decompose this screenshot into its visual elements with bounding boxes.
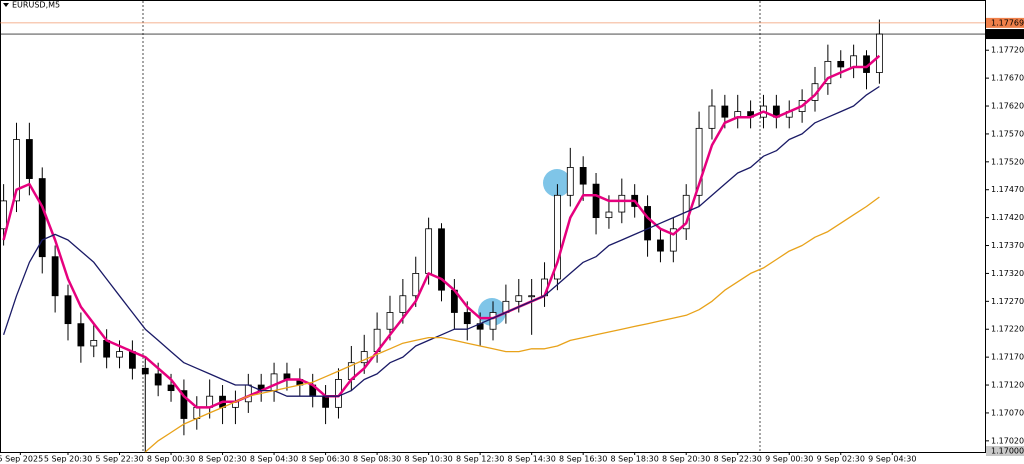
candle-body [554,194,561,280]
x-tick-label: 5 Sep 20:30 [44,455,92,464]
x-tick-label: 8 Sep 20:30 [662,455,710,464]
y-tick-label: 1.17120 [991,381,1024,390]
candle-body [463,312,471,325]
candle-body [399,295,407,313]
candle-body [618,194,626,213]
marks [0,19,883,453]
moving-average [144,196,880,453]
candle-body [438,228,445,291]
y-tag-bg [986,446,1024,456]
candle-body [644,206,651,241]
candle-body [51,256,59,297]
candle-body [128,351,136,369]
candle-body [25,139,33,179]
candle-body [605,211,613,219]
x-tick-label: 8 Sep 16:30 [559,455,607,464]
chart-title: EURUSD,M5 [12,1,60,10]
plot-border [0,0,986,453]
candle-body [38,178,46,258]
x-tick-label: 9 Sep 02:30 [817,455,865,464]
x-tick-label: 8 Sep 06:30 [301,455,349,464]
y-tick-label: 1.17000 [991,447,1024,456]
candle-body [167,384,175,392]
y-tick-label: 1.17370 [991,241,1024,250]
x-tick-label: 5 Sep 22:30 [95,455,143,464]
candle-body [386,312,394,330]
moving-average [2,85,880,397]
candle-body [116,351,123,358]
candle-body [695,127,703,196]
candle-body [180,390,188,419]
candle-body [875,33,883,73]
y-tick-label: 1.17070 [991,408,1024,417]
candle-body [244,384,252,403]
y-tick-label: 1.17620 [991,102,1024,111]
x-tick-label: 5 Sep 2025 [0,455,43,464]
y-tick-label: 1.17670 [991,74,1024,83]
y-tick-label: 1.17220 [991,325,1024,334]
candle-body [837,60,845,68]
candle-body [270,373,278,392]
candle-body [721,105,729,118]
y-tick-label: 1.17020 [991,436,1024,445]
candle-body [579,167,587,185]
x-tick-label: 8 Sep 08:30 [353,455,401,464]
candle-body [708,105,716,129]
candle-body [566,167,574,196]
x-tick-label: 8 Sep 12:30 [456,455,504,464]
y-tick-label: 1.17420 [991,213,1024,222]
y-tick-label: 1.17520 [991,157,1024,166]
candle-body [657,239,664,252]
candle-body [193,406,201,419]
price-tag-bg [986,29,1024,40]
y-tick-label: 1.17570 [991,129,1024,138]
x-tick-label: 8 Sep 10:30 [404,455,452,464]
candle-body [489,312,497,330]
x-tick-label: 9 Sep 00:30 [765,455,813,464]
x-tick-label: 8 Sep 14:30 [507,455,555,464]
candle-body [64,295,72,325]
candle-body [322,395,329,408]
candle-body [528,295,536,298]
y-tick-label: 1.17270 [991,297,1024,306]
candle-body [77,323,85,347]
y-tick-label: 1.17720 [991,46,1024,55]
candle-body [154,373,162,386]
candle-body [141,367,149,375]
candle-body [360,351,368,364]
moving-average [2,54,881,409]
x-tick-label: 8 Sep 22:30 [714,455,762,464]
menu-triangle [3,3,9,7]
candle-body [425,228,433,274]
candle-body [412,273,420,297]
x-tick-label: 8 Sep 00:30 [147,455,195,464]
y-tick-label: 1.17170 [991,353,1024,362]
y-tick-label: 1.17320 [991,269,1024,278]
x-tick-label: 9 Sep 04:30 [868,455,916,464]
x-tick-label: 8 Sep 04:30 [250,455,298,464]
candle-body [824,60,832,85]
y-tick-label: 1.17470 [991,185,1024,194]
signal-marker [543,169,571,197]
candle-body [850,55,858,68]
candle-body [90,339,98,347]
x-tick-label: 8 Sep 18:30 [611,455,659,464]
candle-body [592,183,600,219]
candle-body [669,228,677,252]
price-tag: 1.17749 [991,30,1024,39]
x-tick-label: 8 Sep 02:30 [198,455,246,464]
candle-body [515,295,523,302]
price-tag-bg [986,17,1024,28]
candle-body [103,339,111,358]
price-tag: 1.17769 [991,18,1024,27]
candle-body [13,139,20,202]
candle-body [0,200,8,230]
